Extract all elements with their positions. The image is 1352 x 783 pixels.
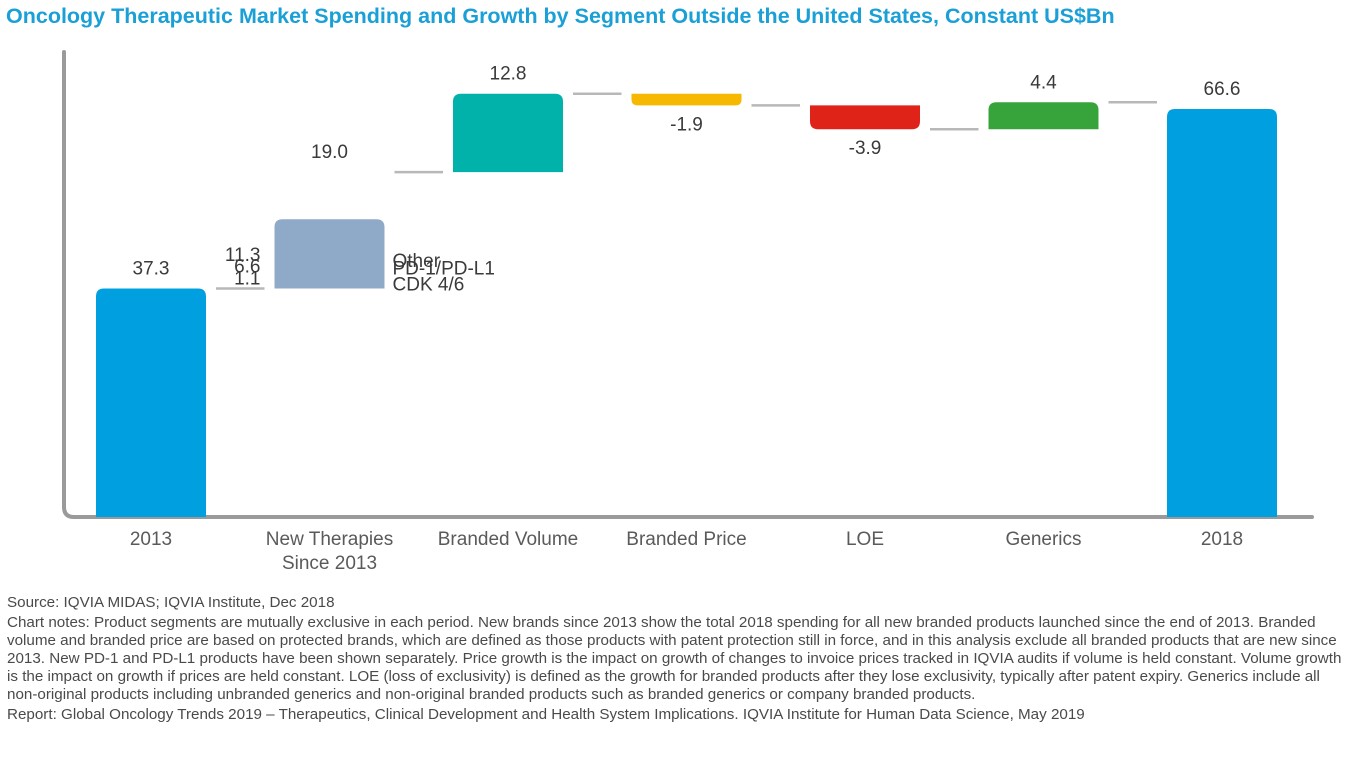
report-note: Report: Global Oncology Trends 2019 – Th… <box>7 706 1085 723</box>
value-label-loe: -3.9 <box>849 138 882 159</box>
category-label-2013: 2013 <box>130 529 172 550</box>
chart-notes-text: Chart notes: Product segments are mutual… <box>7 614 1342 703</box>
segment-name-label: PD-1/PD-L1 <box>393 259 495 280</box>
segment-value-label: 11.3 <box>225 245 261 266</box>
bar-2013 <box>96 288 206 517</box>
bar-2018 <box>1167 109 1277 517</box>
category-label-2018: 2018 <box>1201 529 1243 550</box>
value-label-new-therapies-since-2013: 19.0 <box>311 142 348 163</box>
segment-value-label: 1.1 <box>234 269 260 290</box>
category-label-generics: Generics <box>1005 529 1081 550</box>
value-label-branded-volume: 12.8 <box>490 64 527 85</box>
bar-branded-price <box>631 93 742 106</box>
chart-title: Oncology Therapeutic Market Spending and… <box>6 4 1115 28</box>
category-label-new-therapies-since-2013: New Therapies <box>266 529 393 550</box>
segment-name-label: CDK 4/6 <box>393 275 465 296</box>
value-label-2018: 66.6 <box>1204 79 1241 100</box>
bar-branded-volume <box>453 93 563 173</box>
value-label-generics: 4.4 <box>1030 72 1057 93</box>
category-label-branded-price: Branded Price <box>626 529 746 550</box>
category-label-new-therapies-since-2013: Since 2013 <box>282 553 377 574</box>
chart-axis <box>62 50 1314 519</box>
source-note: Source: IQVIA MIDAS; IQVIA Institute, De… <box>7 594 335 611</box>
chart-notes: Source: IQVIA MIDAS; IQVIA Institute, De… <box>7 594 1347 726</box>
segment-value-label: 6.6 <box>234 257 260 278</box>
category-label-branded-volume: Branded Volume <box>438 529 579 550</box>
waterfall-chart: 37.3 2013 6.6 PD-1/PD-L1 1.1 CDK 4/6 11.3 Other… <box>62 50 1314 574</box>
bar-loe <box>810 105 920 130</box>
bar-generics <box>988 102 1099 130</box>
value-label-branded-price: -1.9 <box>670 114 703 135</box>
bar-segment-other <box>274 219 385 289</box>
value-label-2013: 37.3 <box>133 259 170 280</box>
category-label-loe: LOE <box>846 529 884 550</box>
segment-name-label: Other <box>393 251 441 272</box>
